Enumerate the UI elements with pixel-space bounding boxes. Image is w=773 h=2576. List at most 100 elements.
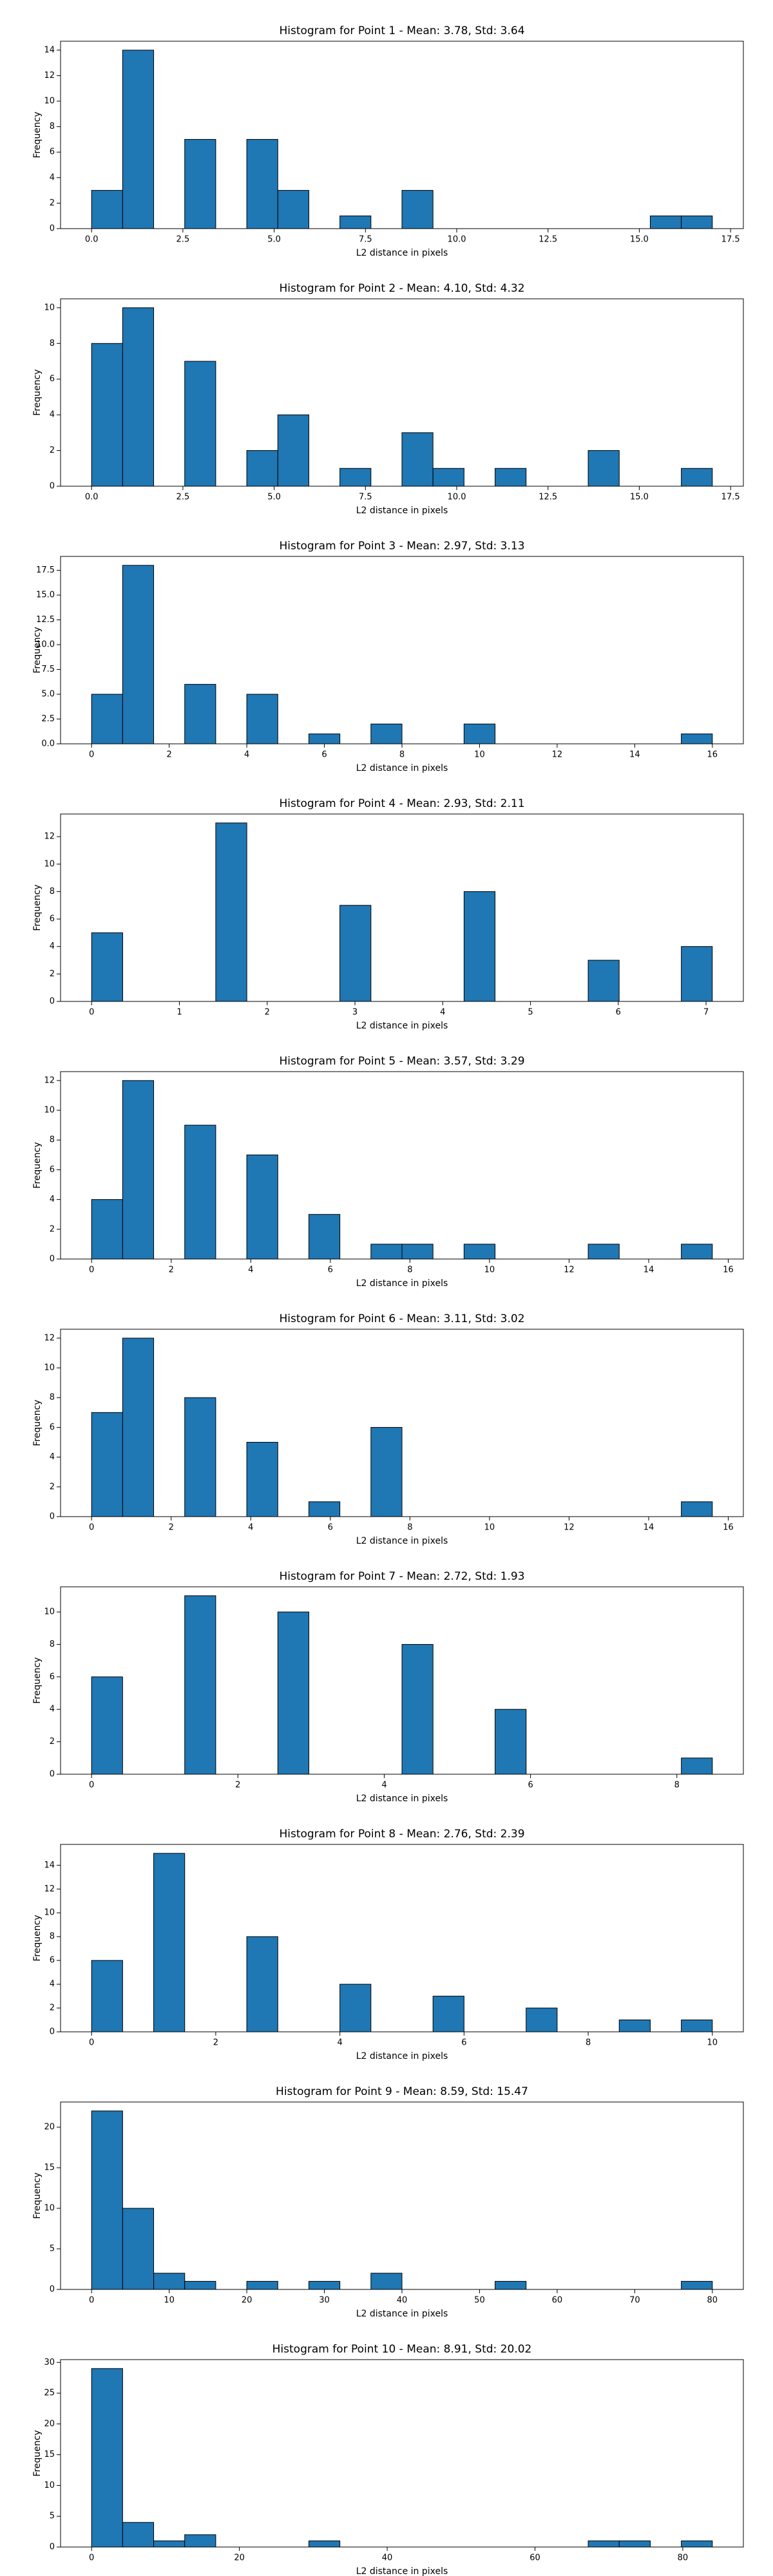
y-tick-label: 10 xyxy=(44,1106,55,1115)
bar xyxy=(681,468,713,487)
y-tick-label: 0 xyxy=(50,2543,55,2552)
x-tick-label: 6 xyxy=(328,1265,333,1275)
x-tick-label: 16 xyxy=(707,750,718,760)
x-tick-label: 80 xyxy=(707,2296,718,2306)
y-tick-label: 8 xyxy=(50,1393,55,1403)
bar xyxy=(432,468,464,487)
x-tick-label: 10 xyxy=(484,1265,495,1275)
x-tick-label: 4 xyxy=(244,750,249,760)
x-tick-label: 4 xyxy=(337,2038,342,2048)
y-tick-label: 8 xyxy=(50,339,55,348)
bar xyxy=(463,723,496,744)
y-tick-label: 0 xyxy=(50,2027,55,2037)
axes-frame xyxy=(60,2101,744,2290)
chart-title: Histogram for Point 7 - Mean: 2.72, Std:… xyxy=(279,1570,524,1583)
chart-title: Histogram for Point 10 - Mean: 8.91, Std… xyxy=(272,2343,532,2356)
y-tick-label: 0 xyxy=(50,224,55,234)
y-tick-label: 6 xyxy=(50,1672,55,1681)
y-tick-label: 12 xyxy=(44,832,55,842)
x-tick-label: 5.0 xyxy=(267,493,281,502)
x-tick-label: 12.5 xyxy=(539,235,557,245)
y-axis-label: Frequency xyxy=(32,1915,43,1961)
x-tick-label: 3 xyxy=(352,1008,358,1018)
bar xyxy=(401,432,434,487)
axes-frame xyxy=(60,2359,744,2548)
x-tick-label: 40 xyxy=(397,2296,408,2306)
x-tick-label: 0 xyxy=(89,1523,94,1533)
y-tick-label: 2 xyxy=(50,1737,55,1747)
bar xyxy=(401,1643,434,1775)
y-tick-label: 5 xyxy=(50,2244,55,2254)
x-tick-label: 12 xyxy=(564,1523,575,1533)
x-axis-label: L2 distance in pixels xyxy=(356,1536,448,1546)
x-tick-label: 0 xyxy=(89,1265,94,1275)
chart-title: Histogram for Point 6 - Mean: 3.11, Std:… xyxy=(279,1312,524,1325)
bar xyxy=(681,2540,713,2548)
x-tick-label: 40 xyxy=(382,2553,393,2563)
subplot: Histogram for Point 7 - Mean: 2.72, Std:… xyxy=(32,1570,744,1804)
bar xyxy=(495,2280,527,2290)
bar xyxy=(649,215,682,229)
y-tick-label: 6 xyxy=(50,1423,55,1432)
x-tick-label: 70 xyxy=(629,2296,640,2306)
y-tick-label: 0 xyxy=(50,997,55,1007)
x-tick-label: 0 xyxy=(89,1008,94,1018)
y-tick-label: 10.0 xyxy=(36,640,55,650)
x-tick-label: 0 xyxy=(89,2038,94,2048)
bar xyxy=(401,1244,434,1260)
y-tick-label: 17.5 xyxy=(36,565,55,575)
bar xyxy=(308,2280,341,2290)
bar xyxy=(184,138,216,229)
y-tick-label: 4 xyxy=(50,410,55,420)
subplot: Histogram for Point 5 - Mean: 3.57, Std:… xyxy=(32,1055,744,1289)
y-tick-label: 20 xyxy=(44,2123,55,2132)
bar xyxy=(122,1338,155,1517)
y-tick-label: 10 xyxy=(44,1607,55,1617)
subplot: Histogram for Point 2 - Mean: 4.10, Std:… xyxy=(32,282,744,516)
y-tick-label: 10 xyxy=(44,2481,55,2490)
chart-title: Histogram for Point 5 - Mean: 3.57, Std:… xyxy=(279,1055,524,1068)
bar xyxy=(91,1412,123,1517)
x-tick-label: 6 xyxy=(528,1781,533,1790)
bar xyxy=(277,414,309,487)
x-tick-label: 60 xyxy=(530,2553,540,2563)
y-tick-label: 10 xyxy=(44,2204,55,2213)
x-tick-label: 0 xyxy=(89,1781,94,1790)
y-tick-label: 5 xyxy=(50,2512,55,2521)
x-tick-label: 8 xyxy=(586,2038,591,2048)
x-axis-label: L2 distance in pixels xyxy=(356,248,448,258)
y-tick-label: 8 xyxy=(50,122,55,131)
x-tick-label: 16 xyxy=(723,1523,734,1533)
y-tick-label: 2.5 xyxy=(41,714,55,724)
y-axis-label: Frequency xyxy=(32,111,43,158)
x-axis-label: L2 distance in pixels xyxy=(356,1278,448,1289)
bar xyxy=(153,2273,186,2290)
y-tick-label: 20 xyxy=(44,2419,55,2429)
bar xyxy=(184,2280,216,2290)
x-axis-label: L2 distance in pixels xyxy=(356,506,448,516)
y-tick-label: 4 xyxy=(50,1195,55,1204)
y-tick-label: 0.0 xyxy=(41,739,55,749)
bar xyxy=(91,1960,123,2032)
axes-frame xyxy=(60,41,744,229)
bar xyxy=(681,2020,713,2032)
y-tick-label: 12 xyxy=(44,1075,55,1085)
x-tick-label: 10.0 xyxy=(448,493,466,502)
x-tick-label: 0 xyxy=(89,750,94,760)
y-tick-label: 6 xyxy=(50,914,55,924)
bar xyxy=(339,468,372,487)
y-tick-label: 6 xyxy=(50,374,55,384)
x-tick-label: 2 xyxy=(169,1523,174,1533)
bar xyxy=(91,343,123,487)
y-tick-label: 0 xyxy=(50,1255,55,1264)
y-tick-label: 15 xyxy=(44,2450,55,2459)
x-tick-label: 12 xyxy=(552,750,563,760)
x-tick-label: 50 xyxy=(474,2296,485,2306)
bar xyxy=(246,450,278,487)
x-tick-label: 15.0 xyxy=(630,493,649,502)
chart-title: Histogram for Point 4 - Mean: 2.93, Std:… xyxy=(279,797,524,810)
chart-title: Histogram for Point 3 - Mean: 2.97, Std:… xyxy=(279,540,524,553)
bar xyxy=(246,1936,278,2032)
x-tick-label: 7.5 xyxy=(359,493,372,502)
